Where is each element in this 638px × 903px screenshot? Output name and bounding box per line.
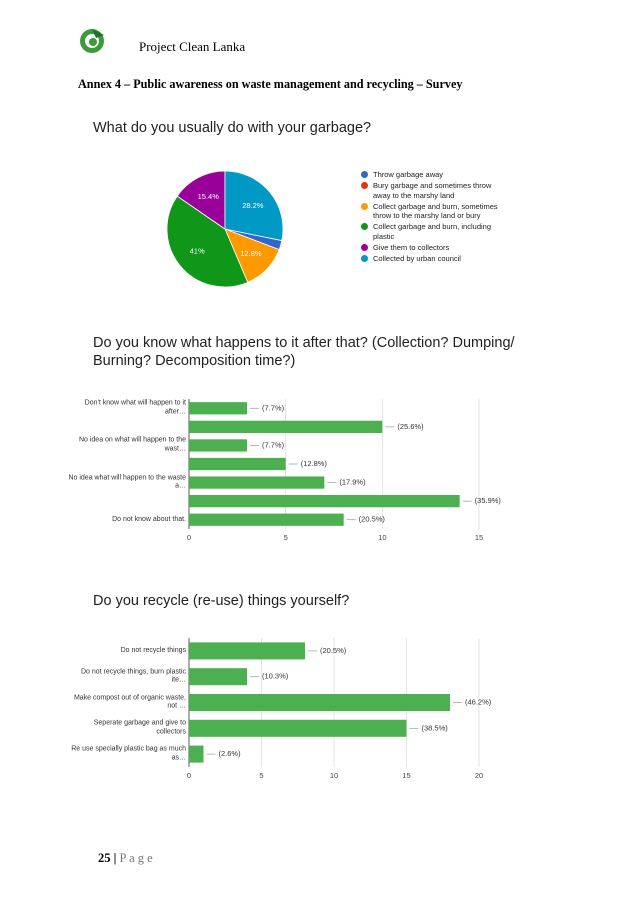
legend-label: Throw garbage away <box>373 170 444 179</box>
legend-item: Collect garbage and burn, sometimes thro… <box>360 202 510 221</box>
x-tick-label: 5 <box>284 533 288 542</box>
value-label: (2.6%) <box>219 749 242 758</box>
legend-swatch <box>361 254 368 262</box>
category-label: No idea what will happen to the waste a… <box>68 474 186 490</box>
value-label: (38.5%) <box>422 723 449 732</box>
page-number: 25 <box>98 851 111 865</box>
category-label: Seperate garbage and give to collectors <box>93 719 186 736</box>
x-tick-label: 0 <box>187 533 191 542</box>
x-tick-label: 10 <box>378 533 386 542</box>
header-title: Project Clean Lanka <box>139 39 246 54</box>
legend-label: Bury garbage and sometimes throw away to… <box>373 181 492 200</box>
slice-label: 15.4% <box>198 192 220 201</box>
category-label: Do not recycle things <box>120 646 186 654</box>
x-tick-label: 15 <box>475 533 483 542</box>
legend-label: Collected by urban council <box>373 253 461 263</box>
bar <box>189 420 383 433</box>
footer: 25 | P a g e <box>98 851 153 866</box>
chart-title: Do you recycle (re-use) things yourself? <box>93 593 350 609</box>
value-label: (7.7%) <box>262 403 285 412</box>
category-label: Make compost out of organic waste, not … <box>73 694 186 710</box>
bar <box>189 513 344 526</box>
legend-label: Give them to collectors <box>373 242 450 252</box>
category-label: Do not know about that. <box>112 515 186 523</box>
chart-title: What do you usually do with your garbage… <box>93 120 372 136</box>
value-label: (20.5%) <box>320 646 347 655</box>
page-label: P a g e <box>119 851 153 865</box>
value-label: (46.2%) <box>465 697 492 706</box>
slice-label: 41% <box>190 247 205 256</box>
legend-item: Throw garbage away <box>360 170 510 180</box>
legend-swatch <box>361 202 368 210</box>
legend-label: Collect garbage and burn, including plas… <box>373 222 491 241</box>
bar <box>189 495 460 508</box>
value-label: (20.5%) <box>359 515 386 524</box>
x-tick-label: 0 <box>187 771 191 780</box>
slice-label: 12.8% <box>240 249 262 258</box>
value-label: (17.9%) <box>339 478 366 487</box>
category-label: Don't know what will happen to it after… <box>84 399 186 416</box>
pie-slice <box>166 195 249 288</box>
bar <box>189 668 247 686</box>
chart-title: Do you know what happens to it after tha… <box>93 335 515 369</box>
x-tick-label: 15 <box>402 771 410 780</box>
bar <box>189 457 286 471</box>
legend-swatch <box>361 223 368 230</box>
category-label: Do not recycle things, burn plastic ite… <box>80 668 186 684</box>
bar <box>189 439 247 452</box>
x-tick-label: 10 <box>330 771 338 780</box>
logo <box>80 29 104 53</box>
bar <box>189 719 407 737</box>
legend-item: Bury garbage and sometimes throw away to… <box>360 181 510 200</box>
bar <box>189 402 247 415</box>
value-label: (7.7%) <box>262 440 285 449</box>
pie-slice <box>176 170 226 230</box>
bar <box>189 642 305 660</box>
legend-item: Collected by urban council <box>360 254 510 264</box>
legend: Throw garbage away Bury garbage and somet… <box>360 170 510 265</box>
pie-slice <box>224 170 284 242</box>
legend-swatch <box>361 182 368 189</box>
value-label: (12.8%) <box>301 459 328 468</box>
x-tick-label: 20 <box>475 771 483 780</box>
x-tick-label: 5 <box>259 771 263 780</box>
category-label: No idea on what will happen to the wast… <box>78 436 186 453</box>
value-label: (25.6%) <box>397 422 424 431</box>
legend-item: Collect garbage and burn, including plas… <box>360 222 510 241</box>
slice-label: 28.2% <box>242 201 264 210</box>
bar <box>189 745 204 763</box>
separator: | <box>113 851 117 865</box>
legend-label: Collect garbage and burn, sometimes thro… <box>373 201 498 221</box>
bar <box>189 693 450 712</box>
value-label: (10.3%) <box>262 672 289 681</box>
legend-item: Give them to collectors <box>360 243 510 253</box>
bar <box>189 476 325 489</box>
annex-title: Annex 4 – Public awareness on waste mana… <box>78 77 463 91</box>
legend-swatch <box>361 243 368 251</box>
value-label: (35.9%) <box>475 496 502 505</box>
legend-swatch <box>361 171 368 178</box>
category-label: Re use specially plastic bag as much as… <box>71 745 186 762</box>
